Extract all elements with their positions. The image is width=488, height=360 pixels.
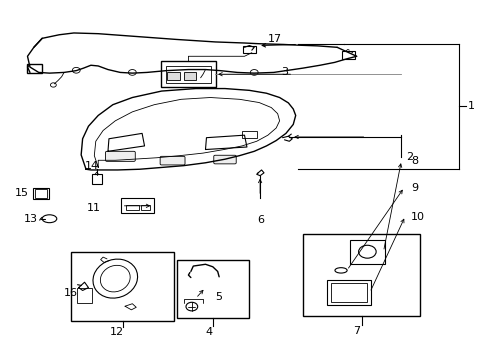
Bar bbox=[242, 131, 256, 138]
Circle shape bbox=[186, 67, 194, 72]
Text: 10: 10 bbox=[410, 212, 425, 221]
Bar bbox=[125, 205, 139, 211]
Text: 5: 5 bbox=[215, 292, 222, 302]
Circle shape bbox=[196, 77, 202, 81]
FancyBboxPatch shape bbox=[161, 61, 215, 87]
Bar bbox=[141, 205, 150, 211]
Text: 1: 1 bbox=[467, 102, 474, 112]
FancyBboxPatch shape bbox=[213, 155, 236, 164]
Text: 12: 12 bbox=[109, 327, 123, 337]
Circle shape bbox=[250, 69, 258, 75]
Text: 3: 3 bbox=[281, 67, 287, 77]
Text: 7: 7 bbox=[352, 326, 360, 336]
Circle shape bbox=[50, 83, 56, 87]
Text: 13: 13 bbox=[24, 214, 38, 224]
Text: 11: 11 bbox=[86, 203, 101, 213]
Bar bbox=[303, 234, 419, 316]
Text: 14: 14 bbox=[84, 161, 99, 171]
Text: 15: 15 bbox=[15, 188, 29, 198]
FancyBboxPatch shape bbox=[160, 156, 184, 165]
Bar bbox=[177, 260, 249, 318]
FancyBboxPatch shape bbox=[105, 151, 135, 161]
Text: 4: 4 bbox=[205, 327, 212, 337]
FancyBboxPatch shape bbox=[121, 198, 154, 213]
Bar bbox=[71, 252, 173, 320]
Text: 8: 8 bbox=[410, 156, 418, 166]
Ellipse shape bbox=[42, 215, 57, 223]
Text: 17: 17 bbox=[267, 35, 282, 44]
Text: 2: 2 bbox=[406, 152, 413, 162]
Circle shape bbox=[128, 69, 136, 75]
Circle shape bbox=[72, 67, 80, 73]
Bar bbox=[183, 72, 195, 80]
Text: 16: 16 bbox=[64, 288, 78, 298]
Text: 9: 9 bbox=[410, 183, 418, 193]
Text: 6: 6 bbox=[257, 215, 264, 225]
Bar bbox=[167, 72, 179, 80]
